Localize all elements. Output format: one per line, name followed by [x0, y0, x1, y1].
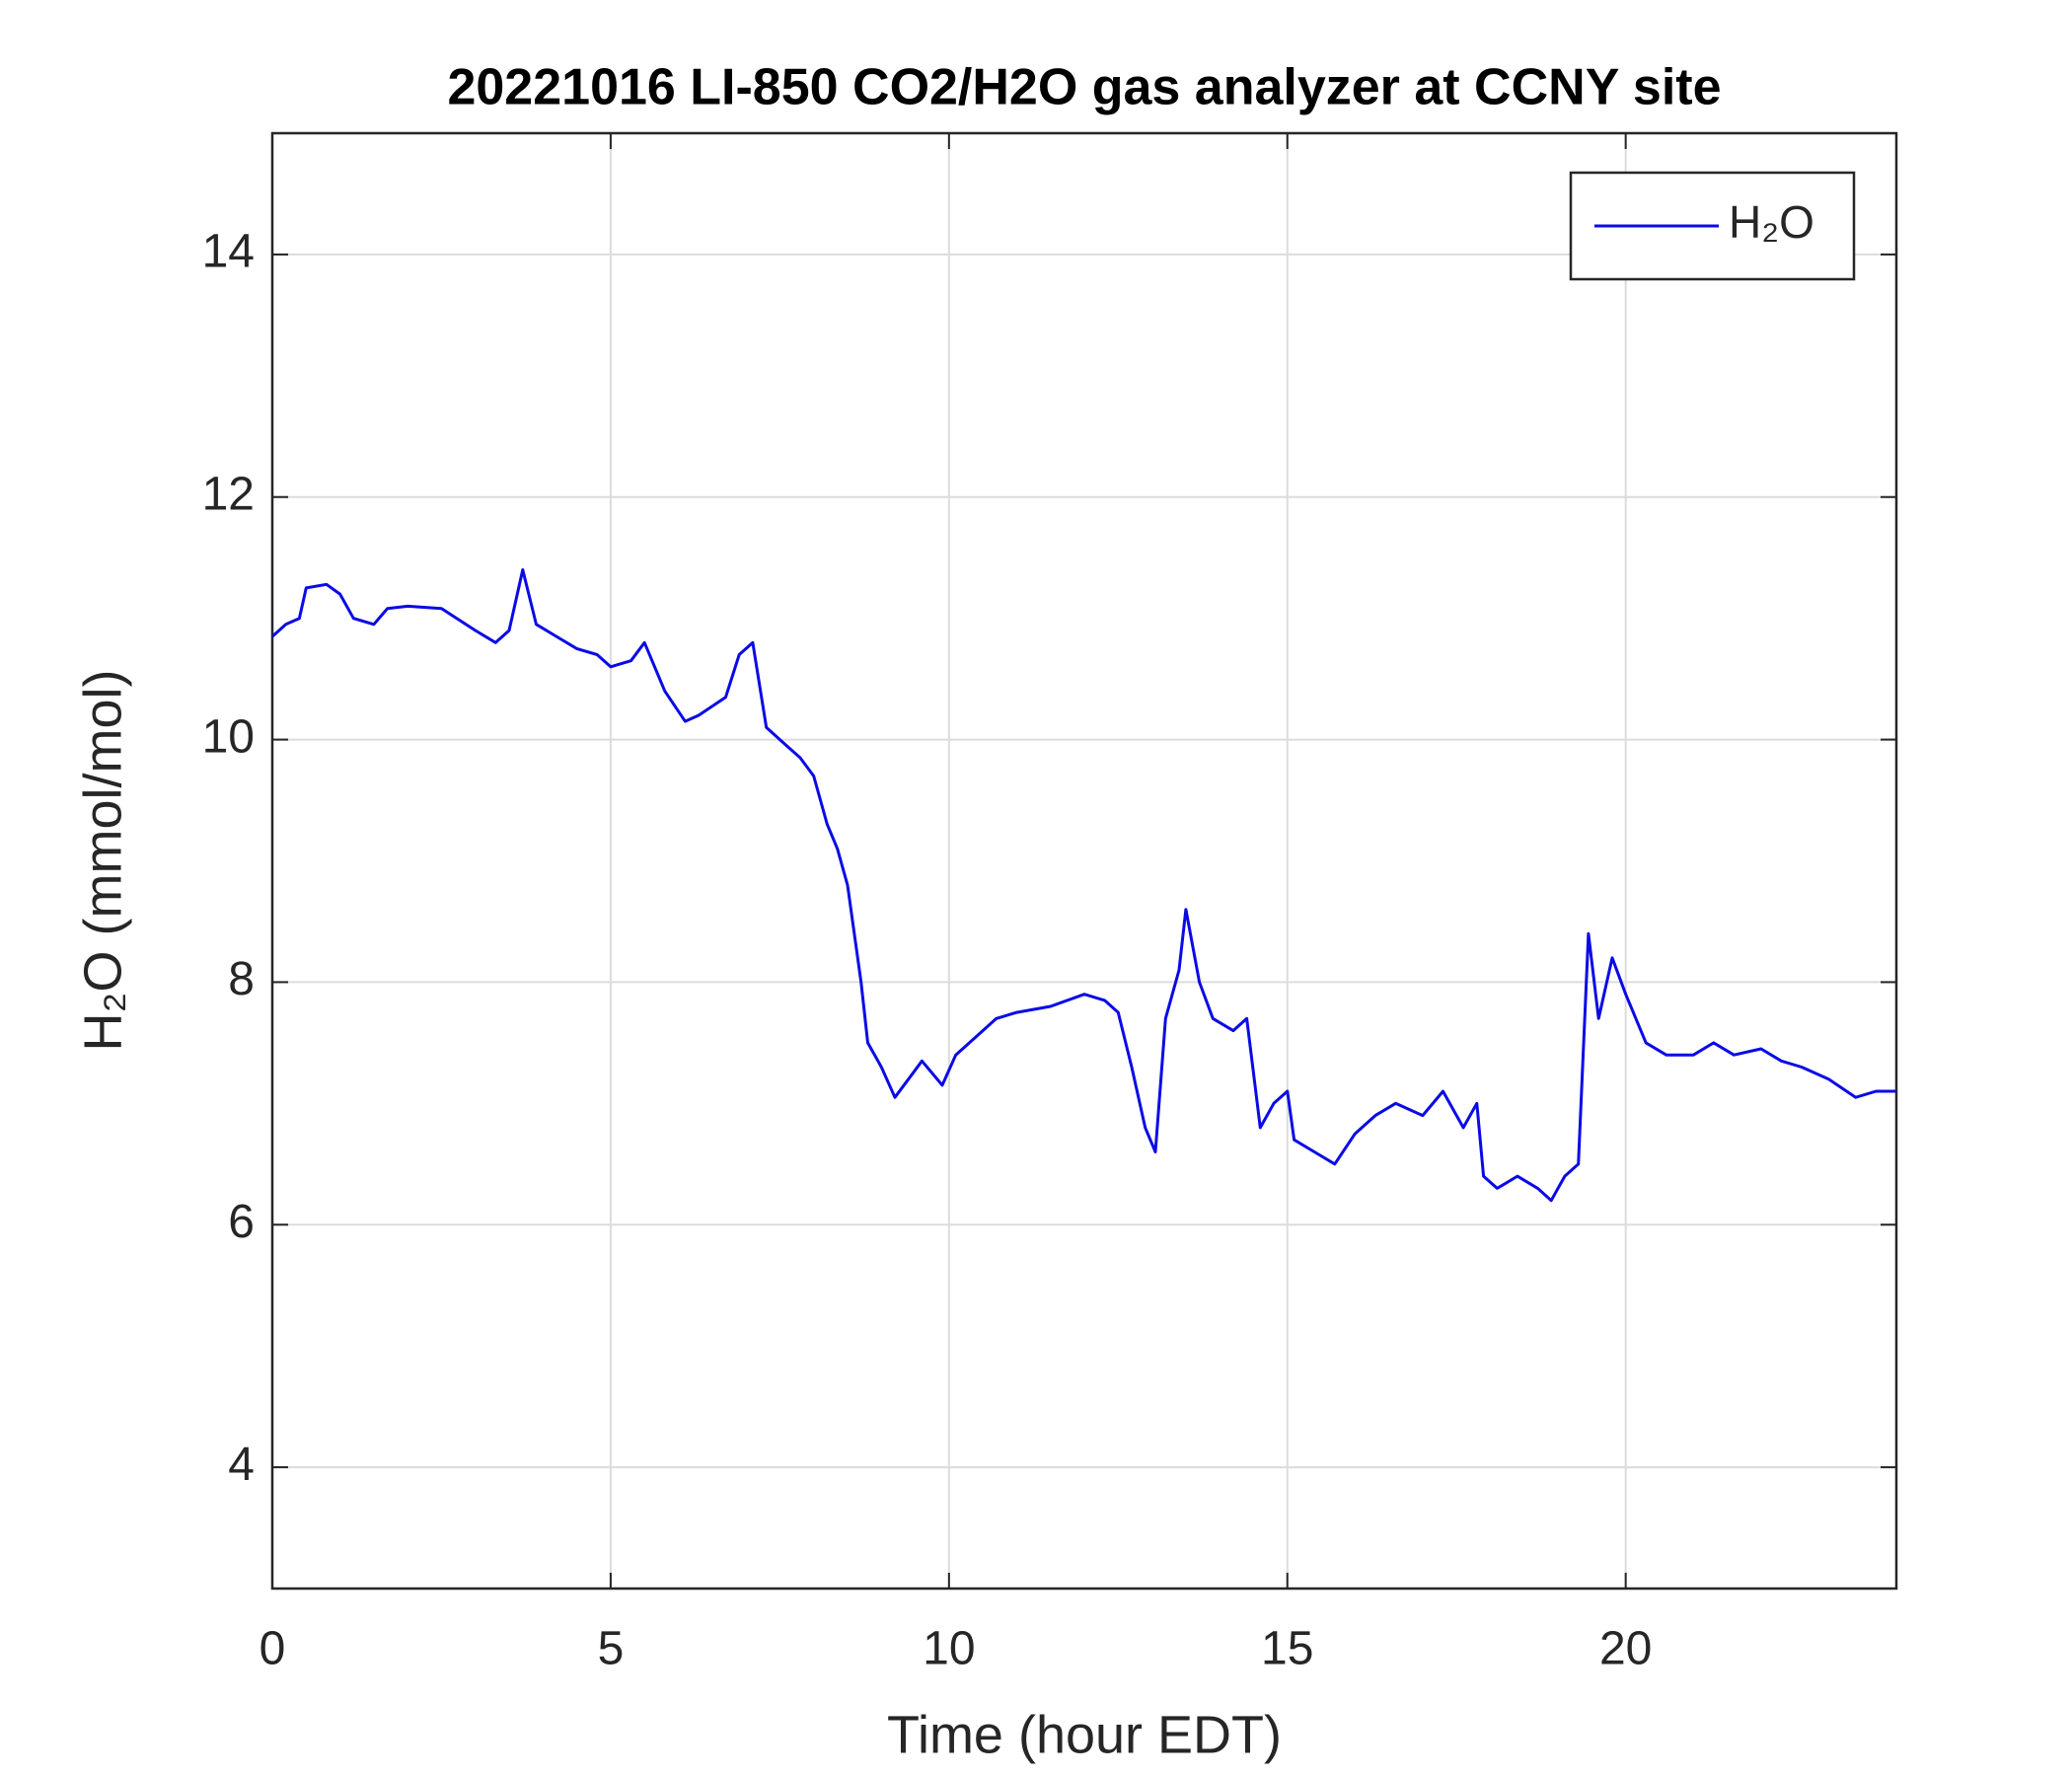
y-axis-label: H₂O (mmol/mol)	[73, 670, 132, 1052]
axes-box	[270, 131, 1898, 1591]
legend-label: H₂O	[1729, 196, 1814, 248]
x-axis-label: Time (hour EDT)	[887, 1705, 1282, 1764]
x-tick-label: 5	[598, 1623, 625, 1675]
y-tick-label: 10	[202, 710, 255, 763]
plot-area	[272, 133, 1896, 1589]
y-tick-label: 4	[228, 1439, 255, 1491]
y-tick-label: 14	[202, 226, 255, 278]
x-tick-label: 10	[923, 1623, 975, 1675]
y-tick-label: 12	[202, 468, 255, 520]
x-tick-label: 20	[1599, 1623, 1652, 1675]
x-tick-label: 0	[259, 1623, 286, 1675]
chart-title: 20221016 LI-850 CO2/H2O gas analyzer at …	[447, 59, 1721, 116]
y-tick-label: 8	[228, 953, 255, 1005]
data-line	[270, 568, 1896, 1203]
y-tick-label: 6	[228, 1196, 255, 1248]
x-tick-label: 15	[1261, 1623, 1313, 1675]
